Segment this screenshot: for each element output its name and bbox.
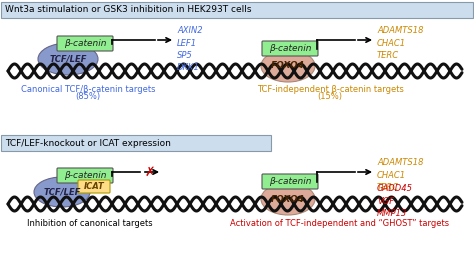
Text: β-catenin: β-catenin xyxy=(64,39,106,48)
Text: β-catenin: β-catenin xyxy=(269,177,311,186)
Ellipse shape xyxy=(261,50,315,82)
Ellipse shape xyxy=(34,177,90,207)
Text: FOXO4: FOXO4 xyxy=(271,61,305,70)
FancyBboxPatch shape xyxy=(57,36,113,51)
Text: Inhibition of canonical targets: Inhibition of canonical targets xyxy=(27,219,153,228)
Text: TCF/LEF: TCF/LEF xyxy=(49,55,87,64)
Text: TCF/LEF: TCF/LEF xyxy=(43,188,81,197)
FancyBboxPatch shape xyxy=(262,41,318,56)
Text: ADAMTS18
CHAC1
TERC: ADAMTS18 CHAC1 TERC xyxy=(377,158,423,192)
Text: AXIN2
LEF1
SP5
DKK1: AXIN2 LEF1 SP5 DKK1 xyxy=(177,26,202,73)
Text: (15%): (15%) xyxy=(318,92,343,101)
FancyBboxPatch shape xyxy=(1,2,473,18)
Text: Canonical TCF/β-catenin targets: Canonical TCF/β-catenin targets xyxy=(21,85,155,94)
Text: Activation of TCF-independent and “GHOST” targets: Activation of TCF-independent and “GHOST… xyxy=(230,219,449,228)
Text: FOXO4: FOXO4 xyxy=(271,194,305,203)
Text: ADAMTS18
CHAC1
TERC: ADAMTS18 CHAC1 TERC xyxy=(377,26,423,60)
Text: TCF-independent β-catenin targets: TCF-independent β-catenin targets xyxy=(256,85,403,94)
Ellipse shape xyxy=(38,43,98,75)
Ellipse shape xyxy=(261,183,315,215)
Text: Wnt3a stimulation or GSK3 inhibition in HEK293T cells: Wnt3a stimulation or GSK3 inhibition in … xyxy=(5,6,252,15)
Text: GADD45
VGF
MMP13: GADD45 VGF MMP13 xyxy=(377,184,413,218)
Text: β-catenin: β-catenin xyxy=(269,44,311,53)
Text: (85%): (85%) xyxy=(75,92,100,101)
Text: ICAT: ICAT xyxy=(83,182,104,191)
Text: β-catenin: β-catenin xyxy=(64,171,106,180)
FancyBboxPatch shape xyxy=(57,168,113,183)
FancyBboxPatch shape xyxy=(1,135,271,151)
FancyBboxPatch shape xyxy=(262,174,318,189)
FancyBboxPatch shape xyxy=(78,180,110,193)
Text: TCF/LEF-knockout or ICAT expression: TCF/LEF-knockout or ICAT expression xyxy=(5,139,171,148)
Text: ✗: ✗ xyxy=(145,165,155,178)
